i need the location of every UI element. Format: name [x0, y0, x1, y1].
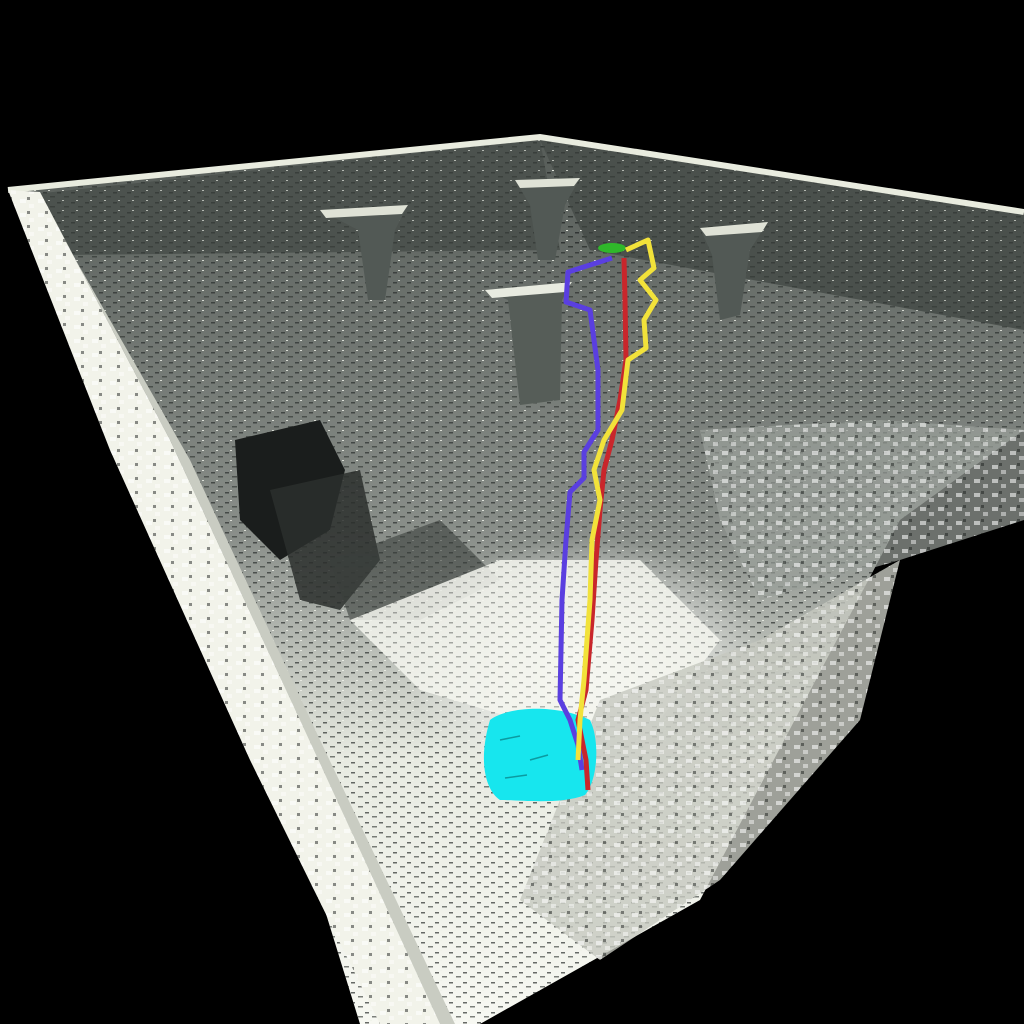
pillar-2 — [515, 178, 580, 260]
pillar-1 — [320, 205, 408, 300]
path-blue — [557, 255, 613, 771]
back-wall-texture — [25, 140, 1024, 330]
goal-region — [483, 708, 597, 802]
left-wall-strip-shadow — [40, 192, 455, 1024]
pillar-4 — [485, 282, 572, 405]
path-yellow — [575, 237, 659, 761]
pillar-3 — [700, 222, 768, 320]
wall-rim — [7, 133, 1024, 215]
start-marker — [598, 243, 626, 253]
